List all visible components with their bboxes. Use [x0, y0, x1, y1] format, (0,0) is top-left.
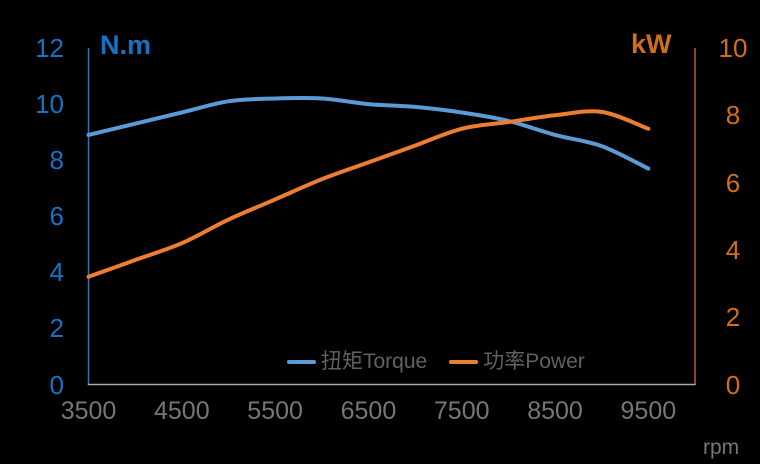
legend: 扭矩Torque 功率Power [287, 351, 585, 373]
x-axis-unit-label: rpm [703, 436, 740, 459]
torque-legend-label: 扭矩Torque [321, 350, 428, 373]
left-axis-tick-4: 4 [49, 257, 64, 288]
right-axis-tick-8: 8 [725, 100, 741, 131]
left-axis-tick-10: 10 [35, 89, 64, 120]
torque-curve[interactable] [86, 95, 651, 171]
power-legend-swatch-icon [449, 360, 479, 364]
right-axis-tick-2: 2 [725, 302, 741, 333]
power-curve[interactable] [86, 109, 651, 279]
left-axis-tick-12: 12 [35, 33, 64, 63]
x-axis-tick-8500: 8500 [527, 397, 583, 425]
x-axis-tick-5500: 5500 [247, 397, 303, 425]
right-axis-tick-10: 10 [718, 33, 748, 63]
torque-legend-swatch-icon [287, 360, 316, 364]
left-axis-tick-8: 8 [49, 145, 64, 176]
x-axis-tick-6500: 6500 [340, 397, 397, 425]
legend-item-power[interactable]: 功率Power [449, 351, 585, 373]
left-axis-tick-0: 0 [49, 369, 64, 400]
left-axis-tick-2: 2 [49, 313, 64, 344]
right-axis-tick-4: 4 [725, 234, 741, 265]
x-axis-tick-9500: 9500 [620, 397, 677, 425]
right-axis-tick-6: 6 [725, 167, 741, 198]
x-axis-tick-4500: 4500 [153, 397, 210, 425]
left-axis-tick-6: 6 [49, 201, 64, 232]
right-axis-title: kW [631, 29, 672, 59]
x-axis-tick-7500: 7500 [433, 397, 490, 425]
x-axis-tick-3500: 3500 [60, 397, 117, 425]
power-legend-label: 功率Power [483, 350, 585, 373]
left-axis-title: N.m [100, 30, 152, 60]
right-axis-tick-0: 0 [725, 369, 741, 400]
legend-item-torque[interactable]: 扭矩Torque [287, 351, 427, 373]
